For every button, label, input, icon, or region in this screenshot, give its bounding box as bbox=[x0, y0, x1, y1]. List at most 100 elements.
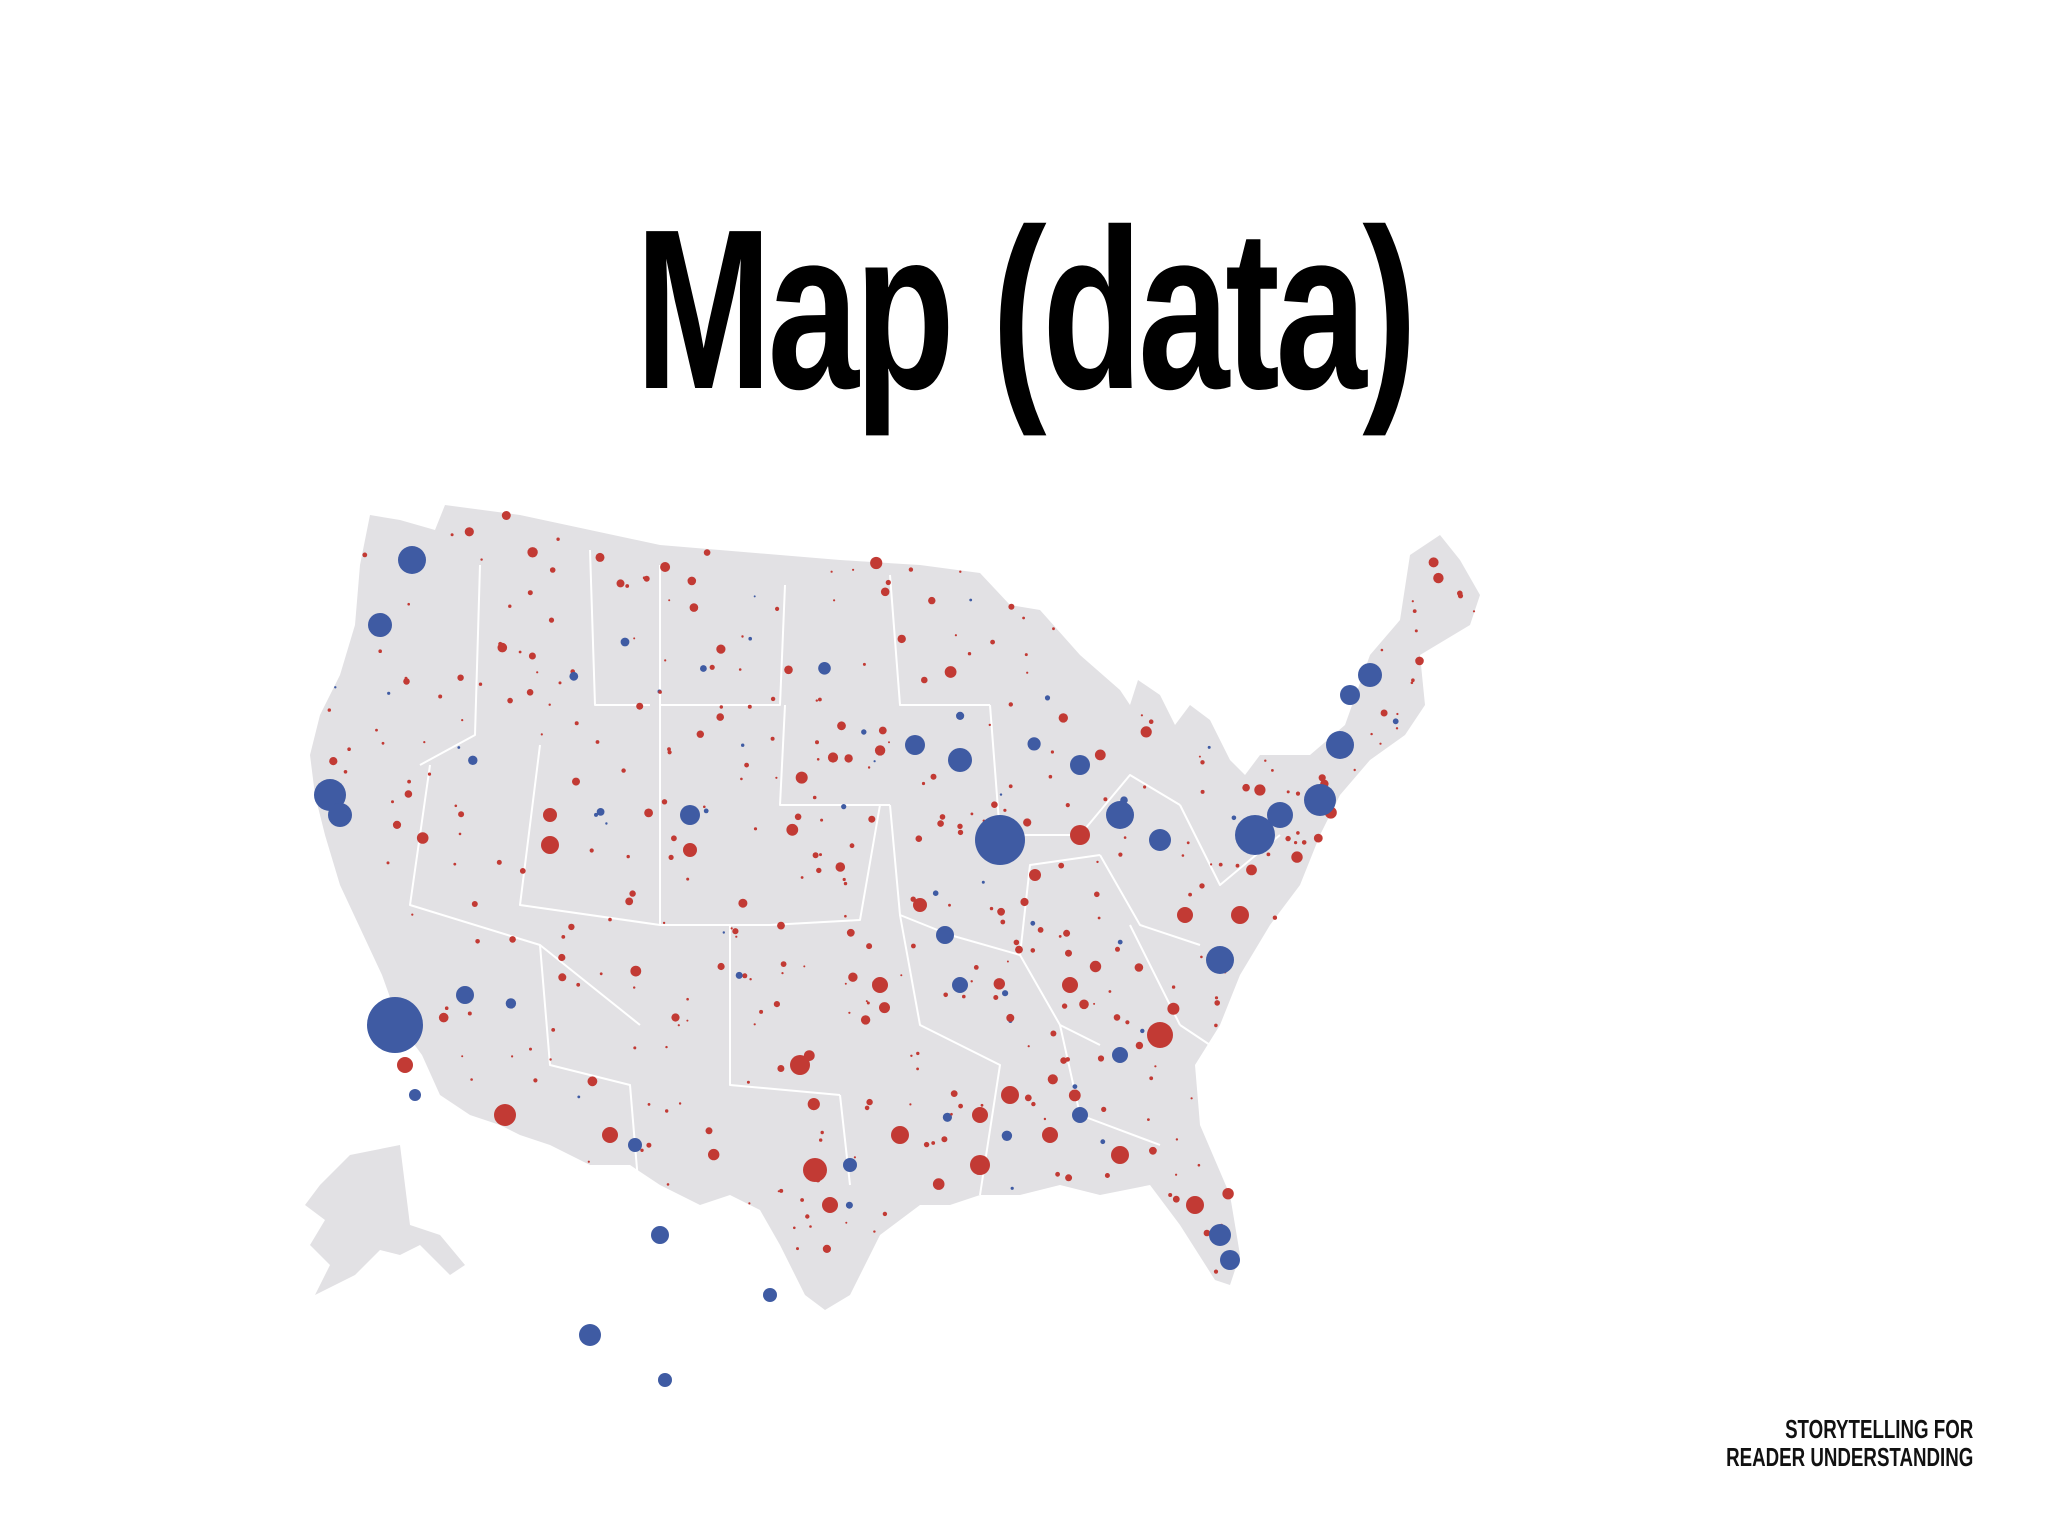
us-map bbox=[300, 505, 1770, 1420]
rep-county-dot bbox=[815, 740, 819, 745]
rep-county-dot bbox=[633, 986, 636, 989]
rep-county-dot bbox=[1030, 948, 1036, 953]
rep-county-dot bbox=[450, 533, 454, 537]
rep-county-dot bbox=[703, 549, 711, 556]
rep-county-dot bbox=[457, 674, 464, 681]
rep-county-dot bbox=[561, 935, 566, 939]
rep-county-dot bbox=[980, 1103, 984, 1107]
rep-county-dot bbox=[921, 676, 928, 684]
dem-metro-dot bbox=[1220, 1250, 1240, 1270]
rep-county-dot bbox=[1286, 790, 1290, 794]
dem-metro-dot bbox=[905, 735, 925, 755]
rep-county-dot bbox=[749, 978, 752, 981]
rep-county-dot bbox=[1097, 1055, 1105, 1062]
rep-county-dot bbox=[411, 913, 414, 916]
rep-county-dot bbox=[873, 1230, 876, 1233]
rep-county-dot bbox=[640, 1148, 644, 1152]
rep-county-dot bbox=[671, 1013, 680, 1022]
rep-county-dot bbox=[866, 1001, 870, 1005]
rep-county-dot bbox=[795, 771, 808, 784]
rep-county-dot bbox=[1147, 1118, 1150, 1121]
rep-county-dot bbox=[568, 923, 575, 931]
state-border-9 bbox=[899, 914, 1001, 1196]
rep-county-dot bbox=[1140, 714, 1143, 717]
rep-county-dot bbox=[948, 903, 951, 907]
rep-county-dot bbox=[1197, 1163, 1201, 1167]
rep-county-dot bbox=[386, 861, 390, 865]
rep-county-dot bbox=[1411, 678, 1415, 682]
dem-metro-dot bbox=[579, 1324, 601, 1346]
rep-county-dot bbox=[970, 812, 974, 816]
rep-metro-dot bbox=[1070, 825, 1090, 845]
dem-metro-dot bbox=[456, 986, 474, 1004]
rep-county-dot bbox=[1013, 939, 1020, 946]
rep-county-dot bbox=[719, 705, 723, 709]
rep-county-dot bbox=[997, 907, 1005, 916]
rep-county-dot bbox=[973, 965, 979, 970]
dem-metro-dot bbox=[952, 977, 968, 993]
rep-county-dot bbox=[1200, 955, 1203, 959]
rep-county-dot bbox=[527, 547, 538, 558]
rep-county-dot bbox=[1050, 1030, 1057, 1037]
rep-county-dot bbox=[642, 576, 646, 580]
rep-county-dot bbox=[878, 726, 887, 735]
rep-county-dot bbox=[576, 982, 581, 987]
rep-county-dot bbox=[1380, 648, 1384, 652]
rep-county-dot bbox=[558, 973, 567, 982]
dem-county-dot bbox=[468, 755, 478, 765]
rep-county-dot bbox=[911, 943, 916, 949]
rep-county-dot bbox=[1242, 783, 1250, 792]
rep-metro-dot bbox=[1029, 869, 1041, 881]
rep-county-dot bbox=[1006, 1013, 1015, 1022]
rep-county-dot bbox=[1410, 681, 1414, 685]
rep-county-dot bbox=[1210, 863, 1213, 866]
rep-county-dot bbox=[572, 777, 580, 786]
dem-metro-dot bbox=[1358, 663, 1382, 687]
rep-county-dot bbox=[880, 587, 890, 597]
rep-county-dot bbox=[1272, 915, 1278, 920]
rep-county-dot bbox=[1027, 1045, 1030, 1048]
rep-county-dot bbox=[558, 953, 566, 962]
dem-county-dot bbox=[596, 808, 605, 816]
rep-county-dot bbox=[1186, 841, 1190, 845]
rep-county-dot bbox=[1246, 864, 1257, 876]
dem-county-dot bbox=[1002, 990, 1009, 997]
dem-metro-dot bbox=[763, 1288, 777, 1302]
rep-county-dot bbox=[1181, 854, 1185, 857]
rep-county-dot bbox=[625, 897, 634, 906]
dem-county-dot bbox=[387, 691, 391, 695]
rep-county-dot bbox=[519, 868, 526, 874]
rep-county-dot bbox=[820, 1130, 824, 1135]
rep-county-dot bbox=[781, 972, 784, 975]
rep-county-dot bbox=[1396, 712, 1399, 716]
rep-county-dot bbox=[471, 901, 478, 907]
rep-county-dot bbox=[950, 1090, 958, 1097]
rep-county-dot bbox=[748, 1202, 751, 1205]
footer-line-1: STORYTELLING FOR bbox=[1784, 1413, 1973, 1444]
state-border-18 bbox=[889, 574, 990, 706]
slide-title: Map (data) bbox=[635, 183, 1417, 437]
rep-county-dot bbox=[921, 781, 926, 786]
rep-county-dot bbox=[678, 1102, 682, 1105]
dem-metro-dot bbox=[975, 815, 1025, 865]
rep-county-dot bbox=[1200, 789, 1205, 794]
rep-metro-dot bbox=[1147, 1022, 1173, 1048]
rep-county-dot bbox=[458, 811, 465, 818]
rep-county-dot bbox=[1060, 1057, 1067, 1064]
rep-metro-dot bbox=[1231, 906, 1249, 924]
dem-county-dot bbox=[605, 822, 608, 825]
rep-county-dot bbox=[777, 1190, 780, 1193]
rep-county-dot bbox=[381, 741, 385, 745]
rep-county-dot bbox=[509, 936, 516, 943]
rep-county-dot bbox=[1295, 791, 1301, 796]
rep-metro-dot bbox=[1042, 1127, 1058, 1143]
dem-county-dot bbox=[999, 793, 1003, 796]
rep-county-dot bbox=[746, 1080, 750, 1084]
rep-metro-dot bbox=[790, 1055, 810, 1075]
rep-county-dot bbox=[848, 972, 858, 982]
rep-county-dot bbox=[1264, 759, 1267, 762]
rep-county-dot bbox=[819, 853, 822, 857]
rep-metro-dot bbox=[972, 1107, 988, 1123]
dem-county-dot bbox=[1044, 695, 1051, 701]
rep-county-dot bbox=[870, 556, 883, 570]
